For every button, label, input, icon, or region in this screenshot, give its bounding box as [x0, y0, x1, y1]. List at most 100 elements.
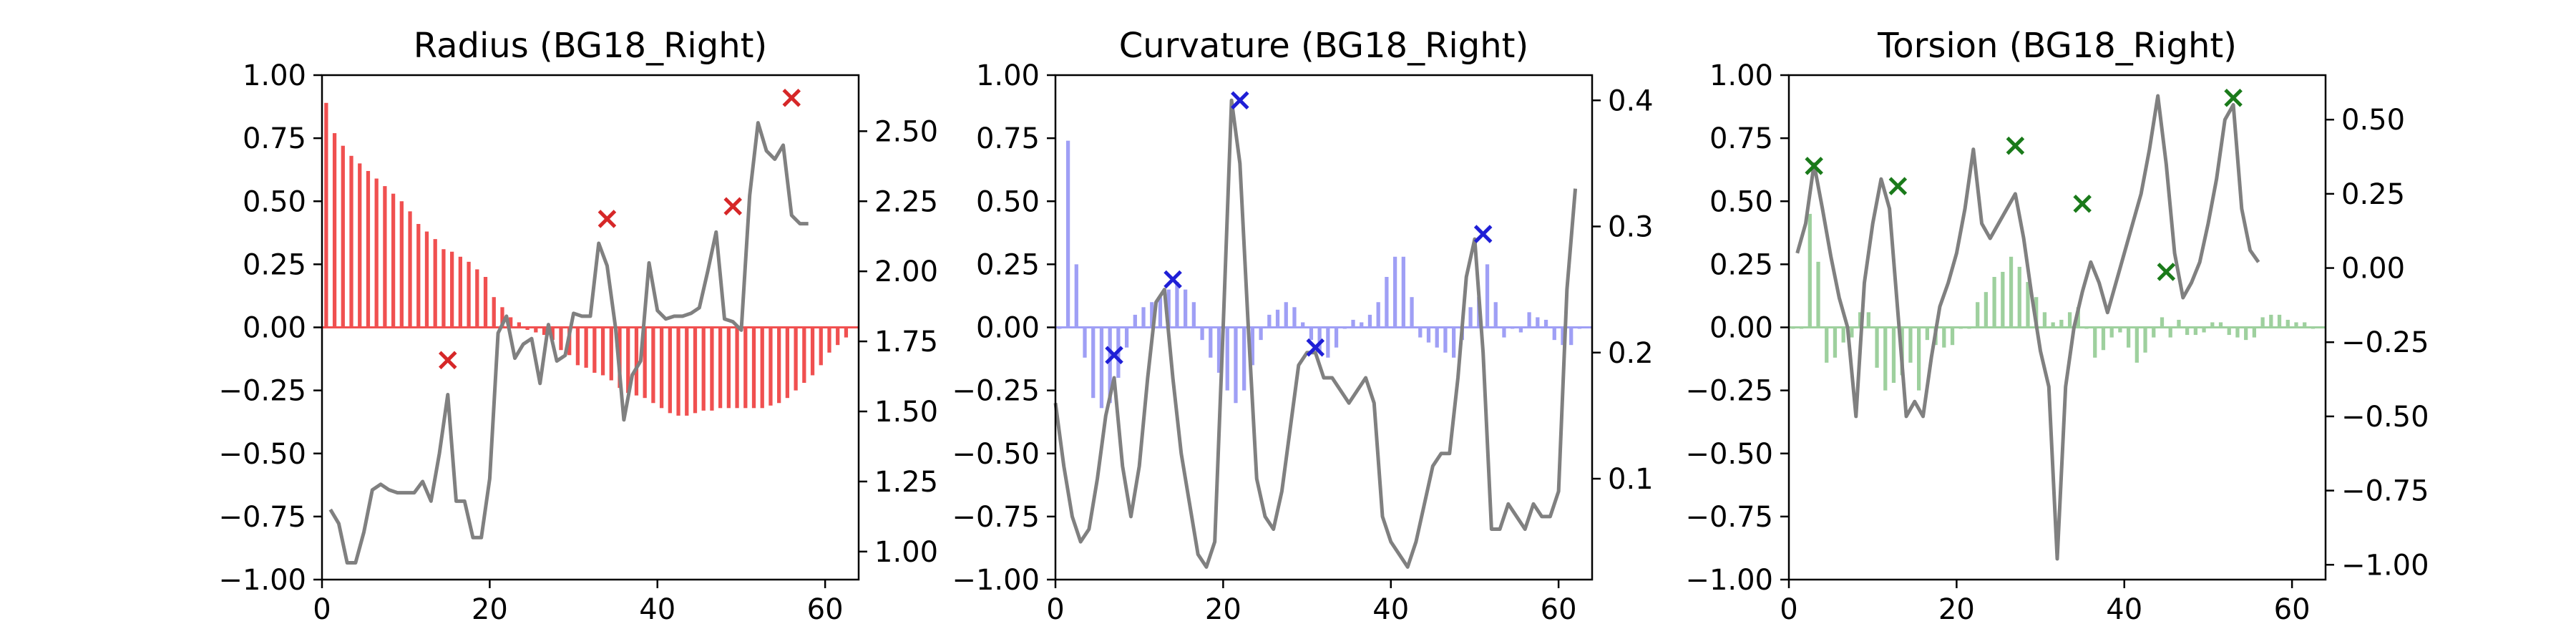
radius-bar	[492, 297, 496, 328]
curvature-y-tick-label: 0.25	[976, 248, 1040, 281]
curvature-y-tick-label: −0.25	[952, 375, 1040, 408]
curvature-series-line	[1053, 98, 1578, 569]
radius-bar	[634, 327, 639, 396]
curvature-title: Curvature (BG18_Right)	[1119, 26, 1528, 66]
radius-bar	[760, 327, 764, 409]
torsion-peak-marker	[2157, 263, 2176, 281]
peak-marker-stroke	[1306, 338, 1325, 357]
radius-bar	[777, 327, 781, 404]
torsion-bar	[1841, 327, 1845, 343]
torsion-x-tick-label: 40	[2106, 593, 2142, 626]
curvature-y2-tick-label: 0.1	[1608, 463, 1654, 496]
peak-marker-stroke	[1163, 270, 1182, 289]
torsion-bar	[2135, 327, 2139, 363]
radius-bar	[433, 239, 437, 328]
radius-bar	[332, 133, 337, 328]
curvature-y2-tick-label: 0.3	[1608, 211, 1654, 244]
radius-y2-tick-label: 2.50	[874, 115, 938, 148]
curvature-y-tick-label: 1.00	[976, 59, 1040, 92]
curvature-bar	[1309, 327, 1314, 341]
torsion-y2-tick-label: −0.75	[2341, 475, 2429, 508]
torsion-peak-marker	[1805, 157, 1823, 175]
curvature-bar	[1166, 289, 1171, 328]
torsion-bar	[2118, 327, 2122, 333]
radius-bar	[324, 102, 328, 328]
torsion-bar	[1942, 327, 1946, 348]
radius-y-tick-label: −0.75	[218, 501, 306, 534]
curvature-bar	[1191, 302, 1196, 328]
radius-title: Radius (BG18_Right)	[414, 26, 767, 66]
curvature-y2-tick-label: 0.4	[1608, 84, 1654, 117]
radius-y2-tick-label: 2.25	[874, 185, 938, 218]
torsion-bar	[2303, 322, 2307, 328]
curvature-bar	[1133, 314, 1137, 328]
curvature-y2-tick-label: 0.2	[1608, 337, 1654, 370]
radius-y-tick-label: −0.50	[218, 438, 306, 471]
curvature-y-tick-label: −0.75	[952, 501, 1040, 534]
radius-bar	[651, 327, 655, 404]
radius-bar	[391, 193, 396, 328]
torsion-bar	[2143, 327, 2147, 353]
radius-y2-tick-label: 1.50	[874, 396, 938, 429]
radius-bar	[836, 327, 840, 346]
curvature-y-tick-label: 0.75	[976, 122, 1040, 155]
radius-bar	[718, 327, 723, 409]
radius-bar	[374, 178, 379, 328]
radius-y-tick-label: −1.00	[218, 564, 306, 597]
peak-marker-stroke	[2224, 88, 2243, 107]
radius-bar	[441, 249, 446, 328]
radius-bar	[349, 155, 353, 328]
torsion-bar	[2101, 327, 2106, 351]
radius-bar	[600, 327, 605, 376]
radius-bar	[424, 231, 429, 328]
peak-marker-stroke	[2157, 263, 2176, 281]
torsion-y2-tick-label: −1.00	[2341, 549, 2429, 582]
torsion-bar	[2252, 327, 2257, 338]
radius-peak-marker	[723, 197, 742, 216]
torsion-peak-marker	[2006, 136, 2025, 155]
torsion-bar	[2202, 327, 2206, 333]
curvature-peak-marker	[1306, 338, 1325, 357]
torsion-bar	[2034, 297, 2039, 328]
torsion-bar	[2126, 327, 2131, 348]
radius-series-line	[328, 121, 809, 565]
radius-bar	[701, 327, 706, 411]
torsion-peak-marker	[1888, 177, 1908, 195]
radius-bar	[575, 327, 580, 366]
torsion-bar	[2059, 319, 2064, 328]
torsion-bar	[1891, 327, 1896, 384]
curvature-bar	[1065, 140, 1070, 328]
radius-bar	[358, 163, 362, 328]
curvature-y-tick-label: 0.00	[976, 312, 1040, 345]
curvature-x-tick-label: 60	[1541, 593, 1577, 626]
torsion-y-tick-label: −1.00	[1685, 564, 1773, 597]
torsion-y-tick-label: 0.75	[1709, 122, 1773, 155]
radius-bar	[844, 327, 849, 338]
curvature-bar	[1326, 327, 1330, 358]
torsion-y-tick-label: 0.00	[1709, 312, 1773, 345]
radius-y-tick-label: 1.00	[243, 59, 306, 92]
torsion-bar	[1825, 327, 1829, 363]
radius-peak-marker	[439, 351, 457, 370]
torsion-bar	[1807, 213, 1812, 328]
torsion-peak-marker	[2224, 88, 2243, 107]
curvature-bar	[1493, 302, 1498, 328]
radius-x-tick-label: 0	[313, 593, 331, 626]
torsion-bar	[1917, 327, 1921, 391]
radius-y-tick-label: 0.50	[243, 185, 306, 218]
curvature-bar	[1485, 264, 1490, 328]
torsion-bar	[2294, 322, 2298, 328]
radius-bar	[643, 327, 647, 399]
radius-y-tick-label: 0.75	[243, 122, 306, 155]
torsion-bar	[2227, 327, 2231, 336]
torsion-bar	[1858, 312, 1863, 328]
radius-bar	[819, 327, 823, 366]
peak-marker-stroke	[782, 88, 801, 107]
torsion-bar	[2185, 327, 2190, 336]
radius-bar	[668, 327, 672, 414]
torsion-y-tick-label: −0.75	[1685, 501, 1773, 534]
curvature-bar	[1242, 327, 1246, 391]
radius-bar	[693, 327, 698, 414]
curvature-peak-marker	[1163, 270, 1182, 289]
